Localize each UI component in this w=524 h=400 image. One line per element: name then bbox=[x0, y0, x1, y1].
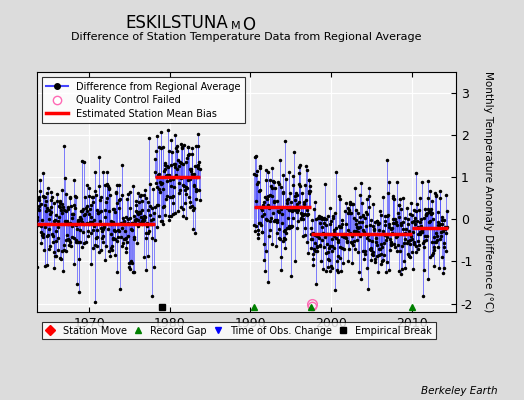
Y-axis label: Monthly Temperature Anomaly Difference (°C): Monthly Temperature Anomaly Difference (… bbox=[483, 71, 493, 313]
Text: O: O bbox=[243, 16, 256, 34]
Legend: Station Move, Record Gap, Time of Obs. Change, Empirical Break: Station Move, Record Gap, Time of Obs. C… bbox=[41, 322, 436, 340]
Text: Berkeley Earth: Berkeley Earth bbox=[421, 386, 498, 396]
Text: M: M bbox=[231, 21, 240, 31]
Text: Difference of Station Temperature Data from Regional Average: Difference of Station Temperature Data f… bbox=[71, 32, 421, 42]
Text: ESKILSTUNA: ESKILSTUNA bbox=[125, 14, 228, 32]
